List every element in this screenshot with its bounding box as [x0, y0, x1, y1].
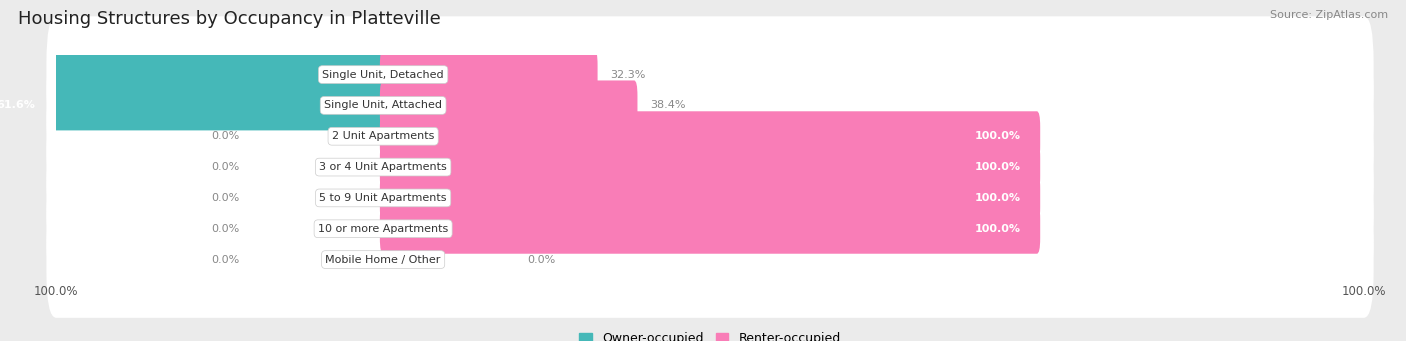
- Text: 100.0%: 100.0%: [974, 162, 1021, 172]
- Text: 10 or more Apartments: 10 or more Apartments: [318, 224, 449, 234]
- Text: 3 or 4 Unit Apartments: 3 or 4 Unit Apartments: [319, 162, 447, 172]
- FancyBboxPatch shape: [46, 78, 1374, 194]
- Text: 61.6%: 61.6%: [0, 101, 35, 110]
- FancyBboxPatch shape: [380, 111, 1040, 161]
- FancyBboxPatch shape: [380, 142, 1040, 192]
- Text: 0.0%: 0.0%: [211, 224, 239, 234]
- Legend: Owner-occupied, Renter-occupied: Owner-occupied, Renter-occupied: [579, 332, 841, 341]
- Text: 100.0%: 100.0%: [974, 193, 1021, 203]
- Text: 0.0%: 0.0%: [211, 255, 239, 265]
- Text: Single Unit, Detached: Single Unit, Detached: [322, 70, 444, 79]
- FancyBboxPatch shape: [46, 109, 1374, 225]
- FancyBboxPatch shape: [46, 140, 1374, 256]
- Text: Mobile Home / Other: Mobile Home / Other: [325, 255, 441, 265]
- Text: 0.0%: 0.0%: [211, 131, 239, 141]
- FancyBboxPatch shape: [46, 16, 1374, 133]
- Text: Source: ZipAtlas.com: Source: ZipAtlas.com: [1270, 10, 1388, 20]
- FancyBboxPatch shape: [0, 80, 387, 130]
- FancyBboxPatch shape: [380, 50, 598, 100]
- Text: Single Unit, Attached: Single Unit, Attached: [325, 101, 441, 110]
- Text: 100.0%: 100.0%: [974, 224, 1021, 234]
- Text: 100.0%: 100.0%: [974, 131, 1021, 141]
- FancyBboxPatch shape: [46, 47, 1374, 164]
- Text: 5 to 9 Unit Apartments: 5 to 9 Unit Apartments: [319, 193, 447, 203]
- Text: 2 Unit Apartments: 2 Unit Apartments: [332, 131, 434, 141]
- FancyBboxPatch shape: [46, 201, 1374, 318]
- Text: 32.3%: 32.3%: [610, 70, 645, 79]
- FancyBboxPatch shape: [380, 204, 1040, 254]
- FancyBboxPatch shape: [380, 80, 637, 130]
- Text: 38.4%: 38.4%: [651, 101, 686, 110]
- FancyBboxPatch shape: [0, 50, 387, 100]
- FancyBboxPatch shape: [380, 173, 1040, 223]
- FancyBboxPatch shape: [46, 170, 1374, 287]
- Text: 0.0%: 0.0%: [211, 193, 239, 203]
- Text: 0.0%: 0.0%: [211, 162, 239, 172]
- Text: 0.0%: 0.0%: [527, 255, 555, 265]
- Text: Housing Structures by Occupancy in Platteville: Housing Structures by Occupancy in Platt…: [18, 10, 441, 28]
